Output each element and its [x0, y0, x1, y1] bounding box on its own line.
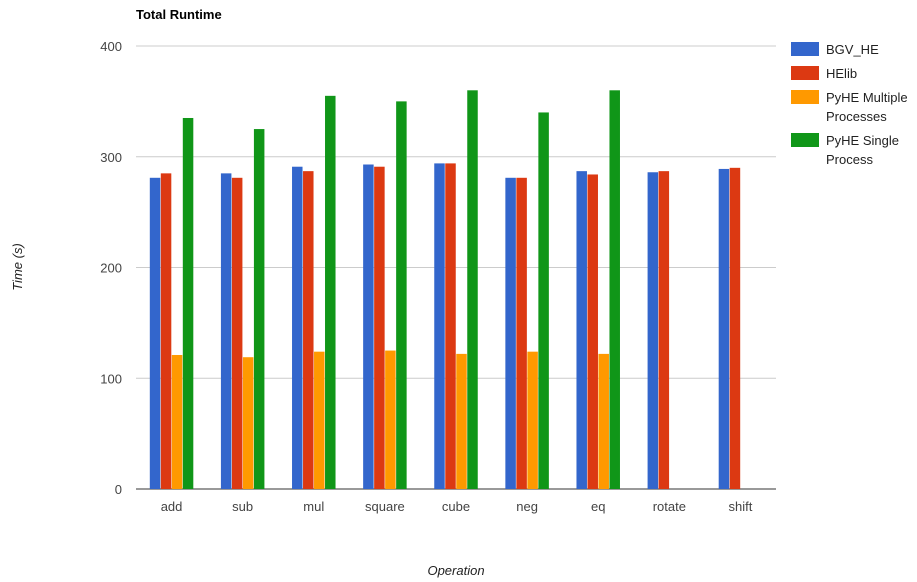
y-tick-label: 100 [100, 371, 122, 386]
bar-bgv-he-shift [718, 168, 730, 489]
chart-title: Total Runtime [136, 7, 222, 22]
legend-label: HElib [826, 66, 857, 81]
x-tick-label: eq [591, 499, 605, 514]
bar-helib-square [374, 166, 385, 489]
legend-label: PyHE Multiple Processes [826, 90, 908, 124]
bar-bgv-he-mul [292, 166, 303, 489]
bar-bgv-he-rotate [647, 172, 659, 489]
bar-bgv-he-square [363, 164, 374, 489]
bar-pyhe-single-process-neg [538, 112, 549, 489]
bar-helib-shift [729, 167, 741, 489]
x-tick-label: cube [442, 499, 470, 514]
bar-pyhe-multiple-processes-cube [456, 353, 467, 489]
bar-helib-sub [231, 177, 243, 490]
x-tick-label: square [365, 499, 405, 514]
y-axis-title: Time (s) [10, 243, 25, 291]
bar-helib-eq [587, 174, 598, 489]
bar-pyhe-single-process-square [396, 101, 407, 489]
bar-bgv-he-add [149, 177, 161, 490]
bar-pyhe-multiple-processes-sub [242, 357, 254, 489]
bar-helib-mul [303, 171, 314, 489]
bar-helib-add [160, 173, 172, 490]
x-tick-label: rotate [653, 499, 686, 514]
legend-swatch [791, 90, 819, 104]
x-tick-label: shift [729, 499, 753, 514]
y-tick-label: 0 [115, 482, 122, 497]
legend: BGV_HE HElib PyHE Multiple Processes PyHE Si… [791, 42, 908, 167]
x-tick-label: add [161, 499, 183, 514]
legend-label: BGV_HE [826, 42, 879, 57]
bar-bgv-he-eq [576, 171, 587, 489]
legend-swatch [791, 66, 819, 80]
bar-helib-cube [445, 163, 456, 489]
legend-swatch [791, 133, 819, 147]
bar-pyhe-multiple-processes-eq [598, 353, 609, 489]
bar-helib-rotate [658, 171, 670, 489]
gridlines [136, 45, 776, 490]
legend-swatch [791, 42, 819, 56]
bar-bgv-he-sub [220, 173, 232, 490]
bar-pyhe-single-process-eq [609, 90, 620, 490]
bars-group [149, 90, 741, 490]
bar-pyhe-multiple-processes-neg [527, 351, 538, 489]
bar-bgv-he-cube [434, 163, 445, 489]
y-tick-label: 200 [100, 261, 122, 276]
bar-pyhe-single-process-mul [325, 95, 336, 490]
legend-label: PyHE Single Process [826, 133, 899, 167]
bar-pyhe-single-process-cube [467, 90, 478, 490]
y-tick-labels: 0 100 200 300 400 [100, 39, 122, 497]
y-tick-label: 300 [100, 150, 122, 165]
x-tick-label: neg [516, 499, 538, 514]
x-tick-label: mul [303, 499, 324, 514]
x-tick-labels: add sub mul square cube neg eq rotate shift [161, 499, 753, 514]
bar-pyhe-single-process-add [182, 117, 194, 490]
bar-helib-neg [516, 177, 527, 490]
bar-pyhe-multiple-processes-square [385, 350, 396, 489]
x-axis-title: Operation [427, 563, 484, 578]
y-tick-label: 400 [100, 39, 122, 54]
bar-pyhe-multiple-processes-add [171, 354, 183, 489]
bar-pyhe-single-process-sub [253, 129, 265, 489]
x-tick-label: sub [232, 499, 253, 514]
bar-bgv-he-neg [505, 177, 516, 490]
bar-pyhe-multiple-processes-mul [314, 351, 325, 489]
